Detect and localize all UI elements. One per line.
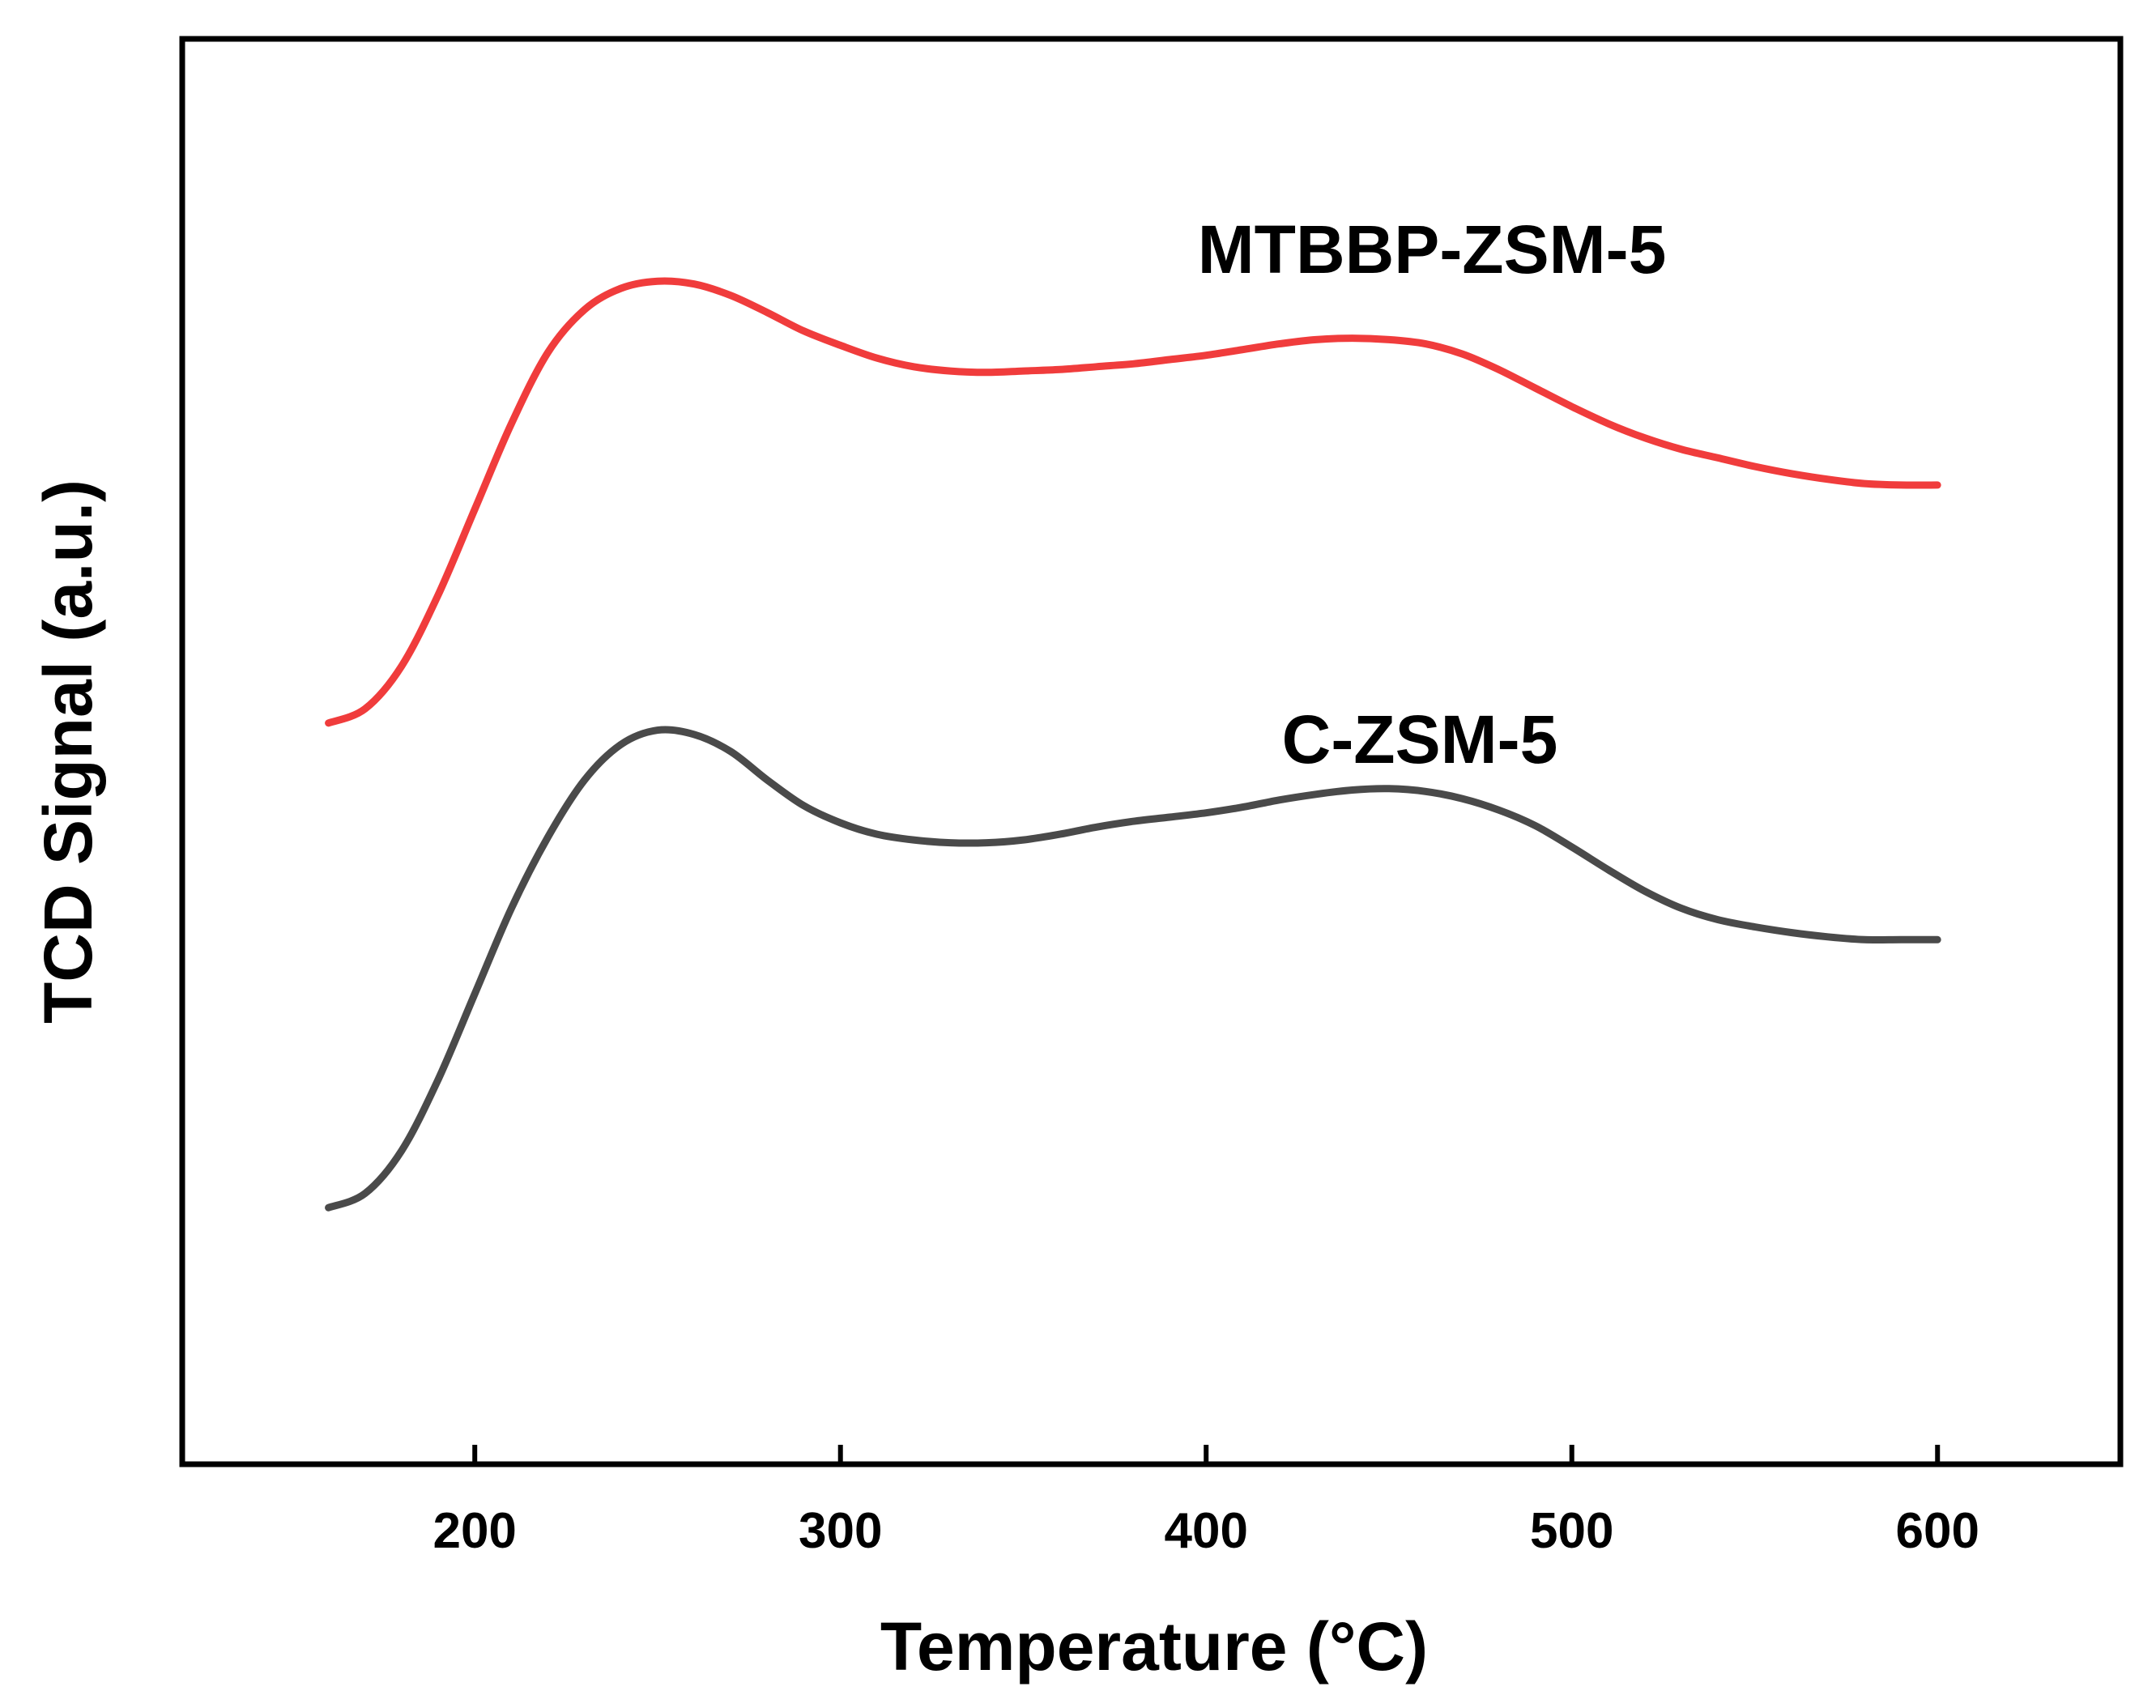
x-tick-label-300: 300 xyxy=(799,1503,882,1559)
x-tick-label-600: 600 xyxy=(1896,1503,1979,1559)
series-label-mtbbp: MTBBP-ZSM-5 xyxy=(1198,211,1667,288)
x-tick-label-200: 200 xyxy=(432,1503,516,1559)
x-tick-label-500: 500 xyxy=(1530,1503,1613,1559)
series-group xyxy=(325,277,1941,1212)
series-line-c-zsm-5 xyxy=(325,726,1941,1212)
tick-group: 200 300 400 500 600 xyxy=(432,1445,1979,1559)
plot-frame xyxy=(179,36,2124,1467)
series-line-mtbbp-zsm-5 xyxy=(325,277,1941,727)
y-axis-title: TCD Signal (a.u.) xyxy=(30,479,106,1024)
series-label-c-zsm: C-ZSM-5 xyxy=(1282,701,1558,777)
x-axis-title: Temperature (°C) xyxy=(880,1608,1428,1685)
x-tick-label-400: 400 xyxy=(1164,1503,1247,1559)
